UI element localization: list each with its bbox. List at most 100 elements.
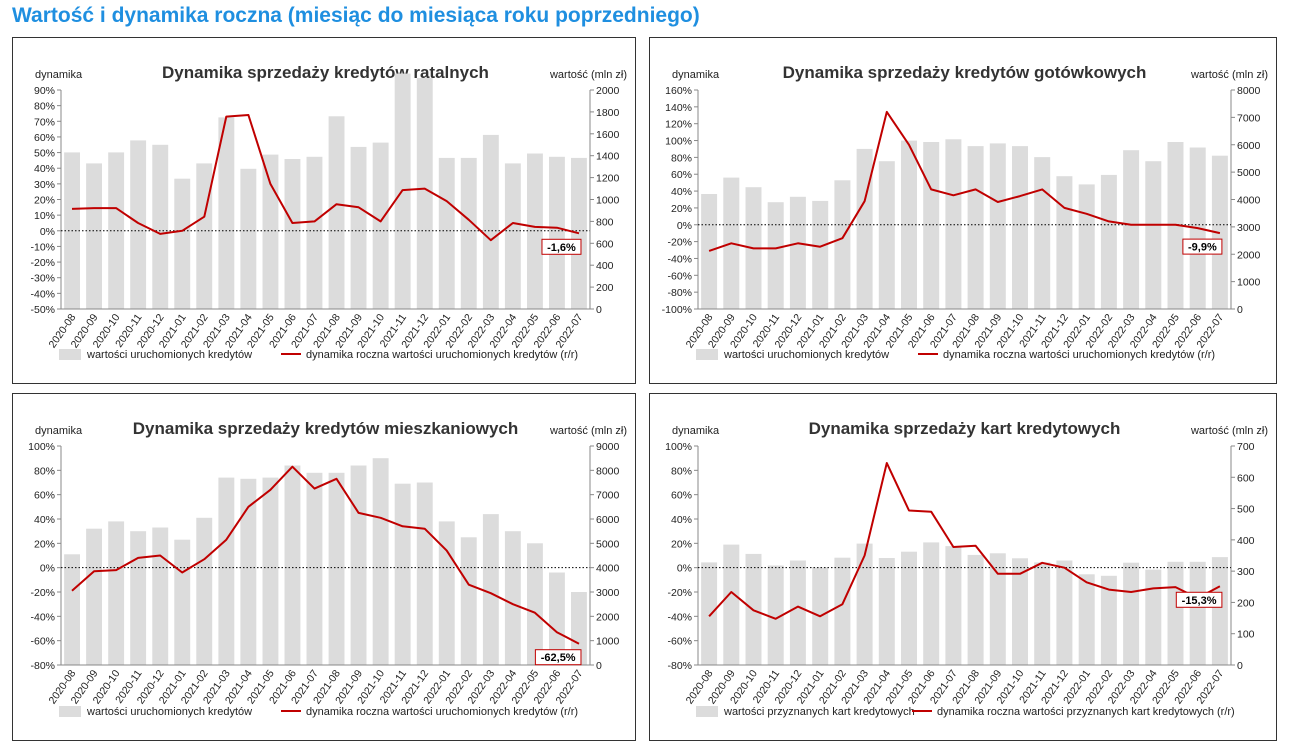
right-tick-label: 600 (1237, 472, 1255, 484)
bar (306, 472, 323, 665)
bar (482, 134, 499, 309)
right-tick-label: 400 (596, 260, 614, 272)
callout-box (541, 238, 582, 255)
right-tick-label: 600 (596, 238, 614, 250)
legend-bar-label: wartości uruchomionych kredytów (86, 349, 252, 361)
right-tick-label: 300 (1237, 566, 1255, 578)
right-tick-label: 7000 (596, 490, 620, 502)
bar (350, 465, 367, 665)
left-tick-label: -60% (667, 270, 692, 282)
bar (1034, 562, 1051, 665)
chart-title: Dynamika sprzedaży kart kredytowych (809, 419, 1121, 438)
bar (1145, 569, 1162, 665)
callout-label: -62,5% (541, 652, 576, 664)
left-tick-label: 90% (34, 85, 55, 97)
bar (989, 143, 1006, 309)
left-tick-label: -60% (30, 636, 55, 648)
right-tick-label: 3000 (1237, 222, 1261, 234)
chart-panel-karty: Dynamika sprzedaży kart kredytowych dynam… (649, 393, 1277, 741)
left-tick-label: -100% (662, 304, 692, 316)
bar (152, 144, 169, 310)
left-tick-label: -80% (667, 287, 692, 299)
bar (923, 142, 940, 309)
left-tick-label: 40% (671, 186, 692, 198)
bar (945, 139, 962, 309)
left-tick-label: 0% (40, 226, 55, 238)
right-tick-label: 800 (596, 216, 614, 228)
left-tick-label: -40% (667, 253, 692, 265)
right-tick-label: 200 (1237, 597, 1255, 609)
chart-svg: Dynamika sprzedaży kredytów gotówkowych d… (662, 63, 1268, 361)
bar (1123, 150, 1140, 309)
bar (460, 157, 477, 309)
right-tick-label: 6000 (1237, 140, 1261, 152)
left-tick-label: -30% (30, 273, 55, 285)
right-tick-label: 500 (1237, 504, 1255, 516)
bar (262, 477, 279, 665)
bar (504, 163, 521, 309)
right-tick-label: 8000 (596, 465, 620, 477)
left-tick-label: 100% (665, 441, 692, 453)
bar (967, 146, 984, 309)
bar (482, 514, 499, 665)
left-tick-label: 80% (34, 101, 55, 113)
bar (967, 554, 984, 665)
right-axis-caption: wartość (mln zł) (1190, 425, 1268, 437)
left-tick-label: 80% (34, 465, 55, 477)
left-tick-label: 80% (671, 152, 692, 164)
bar (1056, 176, 1073, 309)
bar (945, 546, 962, 665)
right-tick-label: 1000 (596, 195, 620, 207)
bar (416, 482, 433, 665)
left-tick-label: 20% (671, 203, 692, 215)
right-tick-label: 9000 (596, 441, 620, 453)
bar (438, 521, 455, 665)
bar (767, 202, 784, 309)
bar (901, 551, 917, 665)
bar (789, 196, 806, 309)
chart-svg: Dynamika sprzedaży kredytów ratalnych dyn… (30, 63, 627, 361)
bar (86, 528, 102, 665)
left-tick-label: -10% (30, 241, 55, 253)
bar (1123, 562, 1140, 665)
callout-box (1175, 591, 1223, 608)
right-tick-label: 1600 (596, 129, 620, 141)
left-axis-caption: dynamika (672, 69, 720, 81)
left-tick-label: 30% (34, 179, 55, 191)
left-tick-label: 80% (671, 465, 692, 477)
right-tick-label: 7000 (1237, 112, 1261, 124)
bar (571, 592, 587, 665)
chart-svg: Dynamika sprzedaży kredytów mieszkaniowy… (28, 419, 627, 718)
right-tick-label: 0 (1237, 304, 1243, 316)
bar (86, 163, 102, 309)
bar (196, 517, 213, 665)
right-tick-label: 6000 (596, 514, 620, 526)
bar (240, 168, 257, 309)
bar (923, 542, 940, 665)
left-tick-label: 20% (34, 538, 55, 550)
right-tick-label: 2000 (1237, 249, 1261, 261)
bar (1078, 184, 1095, 309)
callout-label: -15,3% (1182, 595, 1217, 607)
left-tick-label: -20% (30, 587, 55, 599)
bar (701, 194, 718, 309)
left-tick-label: 40% (34, 514, 55, 526)
chart-title: Dynamika sprzedaży kredytów mieszkaniowy… (133, 419, 519, 438)
left-tick-label: -80% (30, 660, 55, 672)
left-tick-label: 20% (34, 195, 55, 207)
left-tick-label: -60% (667, 636, 692, 648)
bar (1189, 561, 1206, 665)
bar (460, 537, 477, 666)
chart-title: Dynamika sprzedaży kredytów ratalnych (162, 63, 489, 82)
chart-panel-gotowkowe: Dynamika sprzedaży kredytów gotówkowych d… (649, 37, 1277, 384)
left-tick-label: 0% (677, 563, 692, 575)
left-tick-label: -40% (667, 611, 692, 623)
right-tick-label: 0 (1237, 660, 1243, 672)
left-tick-label: -40% (30, 611, 55, 623)
line-series (71, 465, 580, 645)
bar (527, 543, 543, 665)
left-tick-label: 10% (34, 210, 55, 222)
bar (64, 554, 80, 665)
right-axis-caption: wartość (mln zł) (549, 69, 627, 81)
bar (196, 163, 213, 309)
